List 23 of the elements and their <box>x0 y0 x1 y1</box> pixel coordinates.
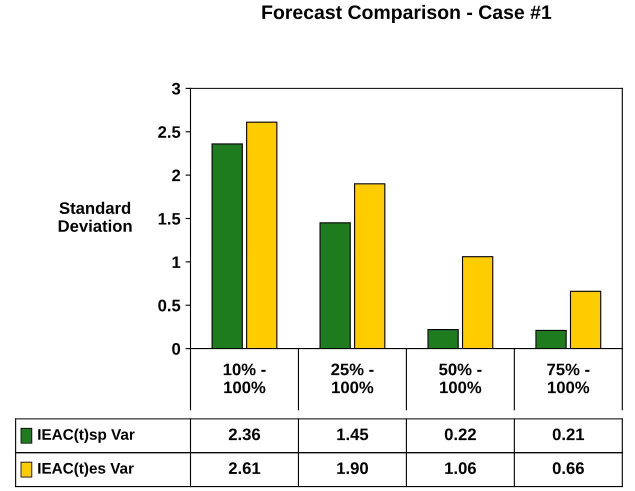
y-axis-title: Standard Deviation <box>58 202 132 232</box>
data-label: 2.61 <box>228 462 260 474</box>
x-tick-label: 10% - 100% <box>224 364 266 394</box>
legend-label: IEAC(t)es Var <box>38 462 134 477</box>
y-tick-label: 0.5 <box>158 300 180 312</box>
data-label: 0.66 <box>552 462 584 474</box>
data-label: 0.22 <box>444 428 476 440</box>
chart-title: Forecast Comparison - Case #1 <box>262 4 552 23</box>
y-tick-label: 3 <box>172 82 180 95</box>
data-label: 1.45 <box>337 428 368 440</box>
y-tick-label: 1 <box>172 256 180 268</box>
x-tick-label: 50% - 100% <box>439 364 482 394</box>
data-label: 0.21 <box>552 428 584 440</box>
x-tick-label: 75% - 100% <box>547 364 590 394</box>
legend-label: IEAC(t)sp Var <box>38 428 135 443</box>
data-label: 2.36 <box>228 428 260 440</box>
y-tick-label: 1.5 <box>158 213 180 225</box>
y-tick-label: 2 <box>172 170 180 182</box>
y-tick-label: 0 <box>172 343 180 355</box>
x-tick-label: 25% - 100% <box>331 364 374 394</box>
data-label: 1.90 <box>337 462 368 474</box>
data-label: 1.06 <box>445 462 476 474</box>
y-tick-label: 2.5 <box>158 126 180 138</box>
